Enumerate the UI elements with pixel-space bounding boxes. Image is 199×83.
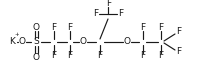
Text: O: O	[32, 53, 39, 62]
Text: S: S	[33, 38, 39, 46]
Text: F: F	[158, 23, 164, 33]
Text: F: F	[118, 9, 124, 19]
Text: F: F	[94, 9, 99, 19]
Text: O: O	[124, 38, 131, 46]
Text: F: F	[98, 51, 102, 61]
Text: F: F	[140, 23, 145, 33]
Text: F: F	[51, 23, 57, 33]
Text: F: F	[106, 0, 112, 8]
Text: O: O	[79, 38, 87, 46]
Text: F: F	[140, 51, 145, 61]
Text: O: O	[32, 22, 39, 32]
Text: F: F	[67, 23, 73, 33]
Text: F: F	[177, 47, 181, 57]
Text: O: O	[19, 38, 25, 46]
Text: F: F	[51, 51, 57, 61]
Text: K: K	[9, 38, 15, 46]
Text: +: +	[15, 33, 19, 38]
Text: F: F	[67, 51, 73, 61]
Text: F: F	[158, 51, 164, 61]
Text: F: F	[177, 27, 181, 37]
